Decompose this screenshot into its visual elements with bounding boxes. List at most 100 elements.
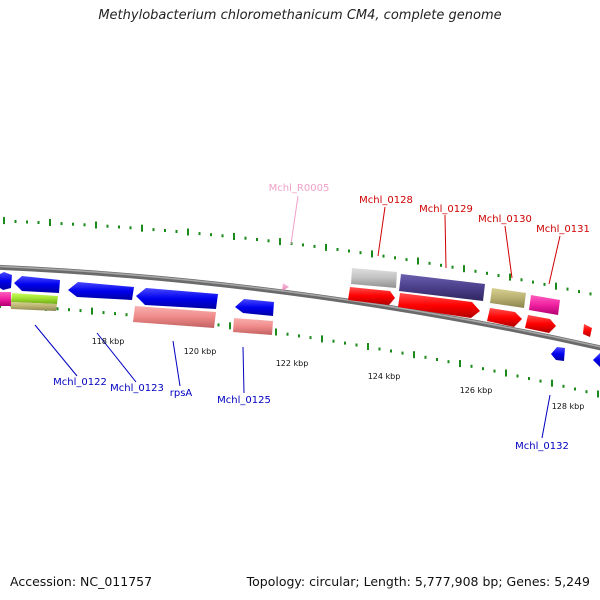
gene-arrow-mchl-0132[interactable] xyxy=(551,347,565,361)
minor-tick xyxy=(401,351,404,355)
gene-arrow-mchl-0128[interactable] xyxy=(348,287,395,305)
gene-label-mchl-0129[interactable]: Mchl_0129 xyxy=(419,204,473,215)
major-tick xyxy=(413,351,415,359)
minor-tick xyxy=(83,223,86,227)
minor-tick xyxy=(470,364,473,368)
cog-box-mchl-0129 xyxy=(399,274,485,301)
gene-arrow-left-edge[interactable] xyxy=(0,272,12,290)
minor-tick xyxy=(313,244,316,248)
minor-tick xyxy=(244,236,247,240)
cog-box-mchl-0125 xyxy=(233,318,273,335)
gene-arrow-right-edge[interactable] xyxy=(583,324,592,337)
minor-tick xyxy=(516,374,519,378)
cog-box-mchl-0122-b xyxy=(11,302,57,311)
gene-label-mchl-0123[interactable]: Mchl_0123 xyxy=(110,383,164,394)
minor-tick xyxy=(256,238,258,241)
cog-box-left-edge xyxy=(0,292,11,306)
major-tick xyxy=(551,379,553,387)
rna-arrow-mchl-r0005[interactable] xyxy=(282,283,289,291)
gene-arrow-mchl-0125[interactable] xyxy=(235,299,274,316)
scale-labels: 118 kbp 120 kbp 122 kbp 124 kbp 126 kbp … xyxy=(92,337,585,411)
minor-tick xyxy=(60,222,63,226)
minor-tick xyxy=(68,308,70,312)
major-tick xyxy=(371,250,373,258)
cog-box-mchl-0131 xyxy=(529,295,560,315)
reverse-strand-features xyxy=(0,272,600,367)
minor-tick xyxy=(532,280,534,284)
minor-tick xyxy=(359,251,362,255)
gene-label-mchl-0125[interactable]: Mchl_0125 xyxy=(217,395,271,406)
minor-tick xyxy=(302,243,304,247)
major-tick xyxy=(597,390,599,398)
minor-tick xyxy=(585,390,588,394)
minor-tick xyxy=(106,224,109,228)
minor-tick xyxy=(486,271,488,275)
gene-arrow-mchl-0130[interactable] xyxy=(487,308,522,327)
gene-label-mchl-0130[interactable]: Mchl_0130 xyxy=(478,214,532,225)
minor-tick xyxy=(332,339,335,343)
gene-labels: Mchl_R0005 Mchl_0128 Mchl_0129 Mchl_0130… xyxy=(53,183,590,452)
gene-arrow-mchl-0122[interactable] xyxy=(14,276,60,293)
minor-tick xyxy=(482,367,484,371)
minor-tick xyxy=(152,228,155,232)
minor-tick xyxy=(355,343,358,347)
minor-tick xyxy=(447,360,450,364)
major-tick xyxy=(463,265,465,273)
minor-tick xyxy=(543,282,546,286)
minor-tick xyxy=(118,225,120,229)
scale-label-128kbp: 128 kbp xyxy=(552,402,585,411)
minor-tick xyxy=(26,220,28,224)
cog-box-rpsa xyxy=(133,306,216,328)
cog-box-mchl-0128 xyxy=(351,268,397,288)
minor-tick xyxy=(286,332,289,336)
major-tick xyxy=(417,257,419,265)
minor-tick xyxy=(394,256,396,260)
scale-label-122kbp: 122 kbp xyxy=(276,359,309,368)
major-tick xyxy=(3,217,5,225)
gene-arrow-mchl-0123[interactable] xyxy=(68,282,134,300)
scale-label-126kbp: 126 kbp xyxy=(460,386,493,395)
major-tick xyxy=(187,228,189,236)
minor-tick xyxy=(474,269,477,273)
major-tick xyxy=(505,369,507,377)
label-leaders xyxy=(34,195,561,439)
gene-label-mchl-0128[interactable]: Mchl_0128 xyxy=(359,195,413,206)
minor-tick xyxy=(198,232,201,236)
minor-tick xyxy=(451,265,454,269)
minor-tick xyxy=(562,384,565,388)
minor-tick xyxy=(79,309,82,313)
minor-tick xyxy=(497,274,500,277)
genome-backbone xyxy=(0,264,600,351)
minor-tick xyxy=(574,387,576,391)
minor-tick xyxy=(129,226,132,230)
scale-label-120kbp: 120 kbp xyxy=(184,347,217,356)
gene-label-rpsa[interactable]: rpsA xyxy=(170,388,193,399)
minor-tick xyxy=(309,336,312,340)
minor-tick xyxy=(440,263,442,267)
gene-arrow-rpsa[interactable] xyxy=(136,288,218,309)
major-tick xyxy=(275,328,277,336)
gene-label-mchl-0132[interactable]: Mchl_0132 xyxy=(515,441,569,452)
gene-label-mchl-r0005[interactable]: Mchl_R0005 xyxy=(269,183,330,194)
minor-tick xyxy=(428,261,431,265)
major-tick xyxy=(91,307,93,315)
minor-tick xyxy=(405,258,408,262)
gene-arrow-right-edge-reverse[interactable] xyxy=(593,353,600,367)
major-tick xyxy=(325,243,327,251)
minor-tick xyxy=(348,249,350,253)
minor-tick xyxy=(221,234,224,238)
minor-tick xyxy=(56,307,59,311)
major-tick xyxy=(367,343,369,350)
gene-label-mchl-0131[interactable]: Mchl_0131 xyxy=(536,224,590,235)
gene-arrow-mchl-0129[interactable] xyxy=(398,293,480,318)
minor-tick xyxy=(37,221,40,224)
genome-backbone-highlight xyxy=(0,265,600,348)
gene-arrow-mchl-0131[interactable] xyxy=(525,315,556,333)
minor-tick xyxy=(566,287,569,291)
genome-stats-text: Topology: circular; Length: 5,777,908 bp… xyxy=(246,574,590,589)
minor-tick xyxy=(14,220,17,223)
minor-tick xyxy=(336,248,339,251)
gene-label-mchl-0122[interactable]: Mchl_0122 xyxy=(53,377,107,388)
minor-tick xyxy=(589,292,592,296)
minor-tick xyxy=(164,229,166,232)
